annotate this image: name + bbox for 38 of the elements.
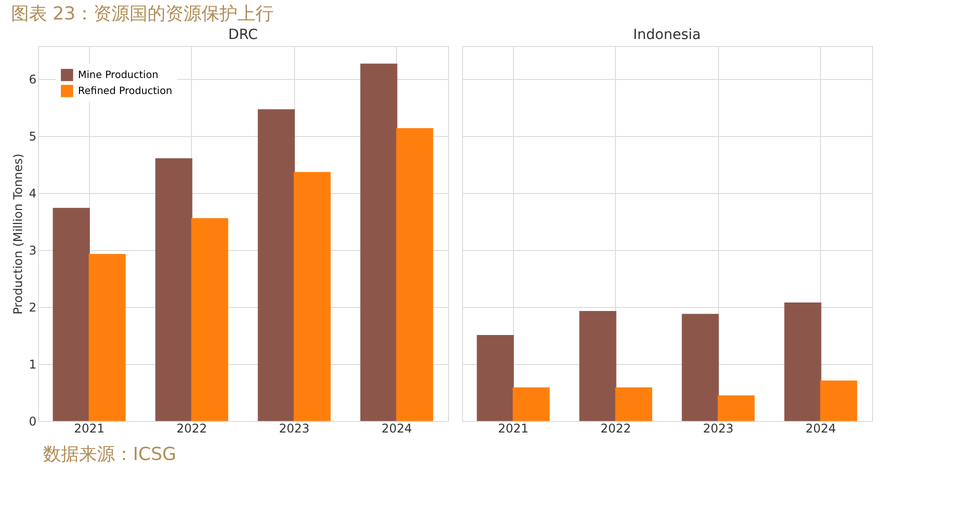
text: 图表 23：资源国的资源保护上行 bbox=[10, 4, 274, 24]
bar bbox=[258, 109, 295, 421]
x-tick-label: 2023 bbox=[278, 422, 310, 436]
bar bbox=[784, 302, 822, 421]
y-tick-label: 2 bbox=[28, 300, 36, 315]
y-tick-label: 3 bbox=[28, 244, 36, 258]
bar bbox=[294, 172, 331, 421]
y-tick-label: 1 bbox=[28, 358, 36, 372]
x-tick-label: 2022 bbox=[176, 422, 208, 436]
y-tick-label: 4 bbox=[28, 186, 36, 201]
y-tick-label: 5 bbox=[28, 130, 36, 144]
y-axis-title: Production (Million Tonnes) bbox=[10, 154, 25, 314]
x-tick-label: 2021 bbox=[498, 422, 529, 436]
x-tick-label: 2022 bbox=[600, 422, 632, 436]
bar bbox=[718, 395, 755, 421]
bar bbox=[512, 387, 550, 421]
bar bbox=[191, 218, 228, 421]
chart-title: DRC bbox=[228, 27, 258, 43]
y-tick-label: 6 bbox=[28, 72, 36, 87]
bar bbox=[579, 311, 616, 421]
x-tick-label: 2023 bbox=[702, 422, 734, 436]
bar bbox=[396, 128, 434, 421]
bar bbox=[155, 158, 192, 421]
bar bbox=[360, 64, 398, 421]
x-tick-label: 2024 bbox=[805, 422, 836, 436]
bar bbox=[682, 314, 719, 421]
bar bbox=[88, 254, 126, 421]
source-note: 数据来源：ICSG bbox=[43, 444, 176, 465]
x-tick-label: 2021 bbox=[74, 422, 105, 436]
legend-label: Mine Production bbox=[78, 70, 158, 81]
bar bbox=[476, 334, 514, 421]
bar bbox=[820, 380, 858, 421]
chart-title: Indonesia bbox=[633, 27, 701, 43]
legend-label: Refined Production bbox=[78, 86, 172, 97]
y-tick-label: 0 bbox=[28, 414, 36, 428]
x-tick-label: 2024 bbox=[381, 422, 412, 436]
bar bbox=[615, 387, 652, 421]
bar bbox=[52, 208, 90, 421]
